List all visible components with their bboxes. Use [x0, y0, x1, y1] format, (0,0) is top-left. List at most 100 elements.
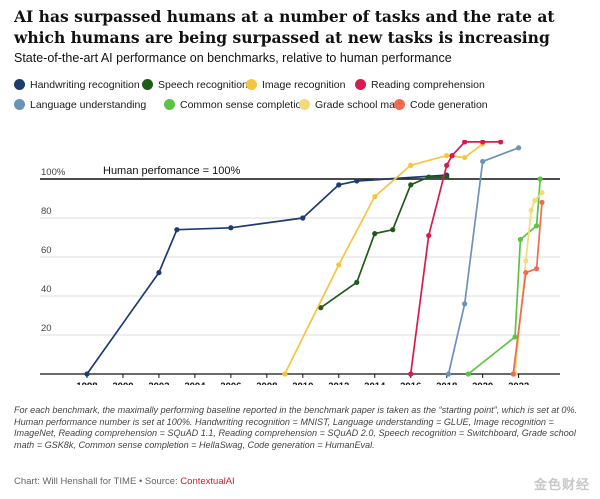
legend-swatch [164, 99, 175, 110]
legend-item: Code generation [394, 99, 488, 111]
legend-label: Reading comprehension [371, 79, 485, 91]
series-line [514, 192, 543, 375]
data-point [372, 193, 378, 200]
legend-item: Image recognition [246, 79, 345, 91]
x-tick-label: 2020 [472, 381, 493, 385]
series-line [86, 174, 447, 375]
data-point [174, 227, 180, 233]
data-point [528, 207, 534, 213]
data-point [156, 270, 162, 276]
source-link[interactable]: ContextualAI [180, 476, 235, 487]
line-chart: 20 40 60 80 100% Human perfomance = 100% 1998 2… [40, 140, 560, 385]
data-point [300, 215, 306, 221]
data-point [444, 174, 450, 180]
data-point [534, 266, 540, 272]
chart-subtitle: State-of-the-art AI performance on bench… [14, 51, 452, 65]
data-point [510, 371, 516, 377]
legend-swatch [142, 79, 153, 90]
data-point [408, 162, 414, 168]
legend-swatch [14, 99, 25, 110]
data-point [516, 145, 522, 151]
data-point [372, 231, 378, 237]
data-point [539, 199, 545, 205]
legend-item: Handwriting recognition [14, 79, 140, 91]
x-tick-label: 2004 [184, 381, 206, 385]
y-tick-label: 80 [41, 206, 52, 217]
series-line [447, 147, 519, 375]
legend-swatch [355, 79, 366, 90]
data-point [84, 371, 90, 377]
series-line [467, 178, 542, 375]
data-point [532, 197, 538, 204]
data-point [282, 371, 288, 377]
data-point [354, 279, 360, 285]
footnote: For each benchmark, the maximally perfor… [14, 405, 578, 450]
watermark-logo: 金色财经 [533, 477, 590, 492]
legend-swatch [299, 99, 310, 110]
legend-label: Speech recognition [158, 79, 248, 91]
data-point [523, 270, 529, 276]
chart-credit: Chart: Will Henshall for TIME • Source: … [14, 476, 235, 487]
data-point [390, 227, 396, 233]
data-point [408, 371, 414, 377]
y-tick-label: 40 [41, 284, 52, 295]
data-point [512, 334, 518, 340]
x-tick-label: 2016 [400, 381, 421, 385]
x-tick-label: 1998 [76, 381, 97, 385]
data-point [537, 176, 543, 182]
data-point [445, 371, 452, 377]
data-point [462, 301, 468, 307]
legend-label: Code generation [410, 99, 488, 111]
legend-label: Common sense completion [180, 99, 308, 111]
data-point [462, 154, 468, 161]
x-tick-label: 2008 [256, 381, 277, 385]
data-point [336, 182, 342, 188]
series-line [512, 202, 543, 375]
data-point [336, 262, 342, 268]
legend-swatch [14, 79, 25, 90]
data-point [408, 182, 414, 188]
x-tick-label: 2012 [328, 381, 349, 385]
legend-label: Image recognition [262, 79, 346, 91]
data-point [462, 140, 468, 145]
x-tick-label: 2018 [436, 381, 457, 385]
legend-item: Common sense completion [164, 99, 307, 111]
x-tick-label: 2002 [148, 381, 169, 385]
legend-swatch [246, 79, 257, 90]
human-performance-label: Human perfomance = 100% [103, 165, 240, 177]
x-tick-label: 2000 [112, 381, 133, 385]
credit-prefix: Chart: Will Henshall for TIME • Source: [14, 476, 181, 487]
data-point [534, 223, 540, 229]
data-point [318, 305, 324, 311]
data-point [517, 236, 524, 243]
data-point [354, 178, 360, 184]
y-tick-label: 100% [41, 167, 66, 178]
data-point [444, 153, 450, 159]
legend-item: Reading comprehension [355, 79, 485, 91]
legend-label: Handwriting recognition [30, 79, 140, 91]
y-tick-label: 60 [41, 245, 52, 256]
data-point [465, 371, 471, 377]
data-point [449, 153, 455, 159]
data-point [480, 158, 486, 165]
data-point [480, 140, 486, 145]
data-point [539, 190, 545, 196]
legend-item: Speech recognition [142, 79, 248, 91]
x-tick-label: 2014 [364, 381, 386, 385]
chart-title: AI has surpassed humans at a number of t… [14, 7, 555, 47]
legend-item: Grade school math [299, 99, 404, 111]
y-tick-label: 20 [41, 323, 52, 334]
data-point [498, 140, 504, 145]
legend-swatch [394, 99, 405, 110]
legend-item: Language understanding [14, 99, 146, 111]
legend-label: Grade school math [315, 99, 404, 111]
legend-label: Language understanding [30, 99, 147, 111]
x-tick-label: 2010 [292, 381, 313, 385]
data-point [444, 162, 450, 168]
data-point [426, 174, 432, 180]
data-point [426, 232, 432, 239]
x-tick-label: 2022 [508, 381, 529, 385]
x-tick-label: 2006 [220, 381, 241, 385]
data-point [228, 225, 234, 231]
data-point [523, 258, 529, 264]
